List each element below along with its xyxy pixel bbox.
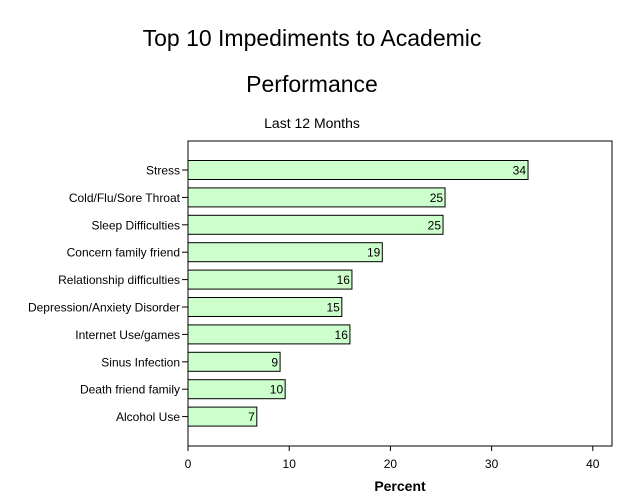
bar-8 xyxy=(187,351,281,372)
y-tick-label-6: Depression/Anxiety Disorder xyxy=(28,301,180,315)
bar-10 xyxy=(187,406,258,427)
bar-2 xyxy=(187,187,446,208)
y-tick-label-1: Stress xyxy=(146,164,180,178)
y-tick-label-4: Concern family friend xyxy=(67,246,180,260)
x-tick-label-0: 0 xyxy=(185,457,192,471)
bar-6 xyxy=(187,297,343,317)
x-tick-label-10: 10 xyxy=(283,457,297,471)
data-label-1: 34 xyxy=(513,164,527,178)
y-tick-label-3: Sleep Difficulties xyxy=(92,218,181,232)
x-axis-label: Percent xyxy=(374,478,426,494)
y-tick-label-8: Sinus Infection xyxy=(101,355,180,369)
plot-frame xyxy=(187,140,613,447)
bar-5 xyxy=(187,269,353,290)
data-label-6: 15 xyxy=(326,301,340,315)
data-label-4: 19 xyxy=(367,246,381,260)
chart-title-line-2: Performance xyxy=(246,71,378,97)
chart-title-line-1: Top 10 Impediments to Academic xyxy=(142,25,482,51)
chart-subtitle: Last 12 Months xyxy=(264,115,360,131)
data-label-8: 9 xyxy=(271,355,278,369)
data-label-9: 10 xyxy=(270,383,284,397)
y-tick-label-10: Alcohol Use xyxy=(116,410,180,424)
bar-4 xyxy=(187,242,383,263)
data-label-2: 25 xyxy=(430,191,444,205)
y-tick-label-7: Internet Use/games xyxy=(75,328,180,342)
data-label-5: 16 xyxy=(337,273,351,287)
y-tick-label-2: Cold/Flu/Sore Throat xyxy=(69,191,181,205)
x-tick-label-40: 40 xyxy=(586,457,600,471)
data-label-3: 25 xyxy=(428,218,442,232)
x-tick-label-30: 30 xyxy=(485,457,499,471)
x-tick-label-20: 20 xyxy=(384,457,398,471)
bar-3 xyxy=(187,214,444,235)
bar-7 xyxy=(187,324,351,345)
bar-1 xyxy=(187,160,529,180)
data-label-7: 16 xyxy=(335,328,349,342)
data-label-10: 7 xyxy=(248,410,255,424)
y-tick-label-9: Death friend family xyxy=(80,383,180,397)
y-tick-label-5: Relationship difficulties xyxy=(58,273,180,287)
